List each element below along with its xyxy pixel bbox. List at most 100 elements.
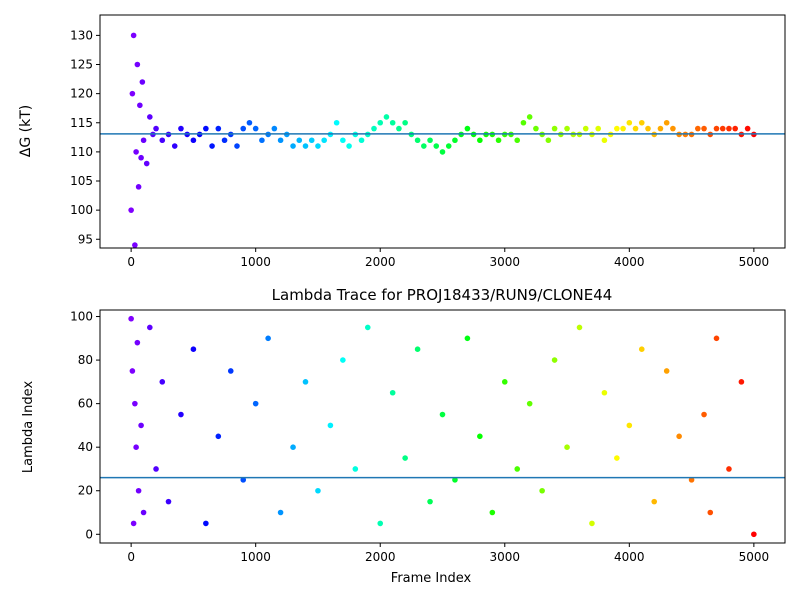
delta-g-x-tick-label: 1000 [240, 255, 271, 269]
delta-g-point [134, 61, 141, 68]
delta-g-point [138, 154, 144, 161]
delta-g-x-tick-label: 5000 [739, 255, 770, 269]
lambda-point [501, 379, 508, 385]
lambda-point [576, 324, 583, 331]
delta-g-points [128, 32, 757, 248]
lambda-point [315, 487, 321, 494]
lambda-point [751, 531, 757, 538]
delta-g-point [315, 143, 321, 149]
lambda-point [159, 379, 166, 385]
lambda-point [327, 422, 334, 429]
lambda-point [564, 444, 570, 450]
lambda-point [688, 477, 695, 483]
lambda-point [190, 346, 197, 353]
lambda-point [589, 520, 595, 527]
delta-g-x-ticks: 0 1000 2000 3000 4000 5000 [127, 248, 769, 269]
delta-g-point [551, 125, 558, 132]
lambda-point [140, 509, 147, 516]
delta-g-point [277, 137, 284, 144]
lambda-point [663, 368, 670, 374]
delta-g-point [130, 32, 137, 39]
delta-g-point [632, 125, 639, 132]
delta-g-point [259, 137, 265, 144]
delta-g-point [240, 125, 247, 132]
lambda-x-axis-label: Frame Index [391, 571, 472, 586]
delta-g-point [346, 143, 352, 149]
lambda-point [707, 509, 714, 516]
lambda-point [265, 335, 271, 342]
delta-g-point [137, 102, 143, 109]
lambda-y-tick-label: 60 [78, 397, 93, 411]
delta-g-point [190, 137, 197, 144]
delta-g-point [402, 119, 408, 126]
delta-g-point [215, 125, 222, 132]
delta-g-point [477, 137, 483, 144]
delta-g-point [533, 125, 539, 132]
lambda-point [539, 487, 545, 494]
lambda-point [726, 466, 732, 472]
lambda-axes-frame [99, 309, 786, 544]
lambda-point [178, 411, 184, 418]
lambda-point [377, 520, 384, 527]
lambda-points [128, 315, 757, 538]
delta-g-x-tick-label: 4000 [614, 255, 645, 269]
delta-g-point [421, 143, 427, 149]
delta-g-point [383, 114, 390, 120]
lambda-point [302, 379, 309, 385]
delta-g-point [135, 184, 142, 190]
delta-g-y-tick-label: 95 [78, 232, 93, 246]
lambda-y-axis-label: Lambda Index [21, 381, 36, 474]
lambda-x-tick-label: 0 [127, 550, 135, 564]
delta-g-x-tick-label: 3000 [489, 255, 520, 269]
delta-g-y-tick-label: 105 [70, 174, 93, 188]
lambda-panel: 0 1000 2000 3000 4000 5000 0 20 40 60 80 100 Lambd… [21, 286, 786, 586]
lambda-point [526, 400, 533, 407]
delta-g-point [713, 125, 720, 132]
delta-g-point [657, 125, 664, 132]
delta-g-point [670, 125, 676, 132]
delta-g-point [427, 137, 433, 144]
delta-g-point [234, 143, 240, 149]
delta-g-point [695, 125, 701, 132]
delta-g-point [744, 125, 751, 132]
delta-g-point [663, 119, 670, 126]
lambda-x-ticks: 0 1000 2000 3000 4000 5000 [127, 543, 769, 564]
lambda-point [134, 339, 141, 346]
lambda-point [252, 400, 259, 407]
lambda-x-tick-label: 2000 [365, 550, 396, 564]
delta-g-point [389, 119, 396, 126]
delta-g-point [614, 125, 620, 132]
delta-g-x-tick-label: 2000 [365, 255, 396, 269]
delta-g-point [452, 137, 458, 144]
delta-g-point [638, 119, 645, 126]
lambda-point [147, 324, 153, 331]
delta-g-point [520, 119, 527, 126]
delta-g-point [514, 137, 521, 144]
lambda-point [240, 477, 247, 483]
lambda-point [129, 368, 136, 374]
lambda-x-tick-label: 3000 [489, 550, 520, 564]
delta-g-point [271, 125, 278, 132]
delta-g-point [203, 125, 209, 132]
lambda-point [738, 379, 745, 385]
lambda-point [676, 433, 682, 440]
delta-g-y-axis-label: ΔG (kT) [18, 105, 34, 157]
delta-g-point [564, 125, 570, 132]
delta-g-point [140, 137, 147, 144]
lambda-point [452, 477, 458, 483]
delta-g-point [719, 125, 726, 132]
delta-g-point [302, 143, 309, 149]
delta-g-y-tick-label: 115 [70, 116, 93, 130]
lambda-point [277, 509, 284, 516]
delta-g-point [626, 119, 633, 126]
lambda-x-tick-label: 5000 [739, 550, 770, 564]
delta-g-point [445, 143, 452, 149]
lambda-point [414, 346, 421, 353]
lambda-point [130, 520, 137, 527]
lambda-point [203, 520, 209, 527]
delta-g-point [221, 137, 228, 144]
delta-g-point [701, 125, 707, 132]
delta-g-point [333, 119, 340, 126]
delta-g-point [171, 143, 178, 149]
